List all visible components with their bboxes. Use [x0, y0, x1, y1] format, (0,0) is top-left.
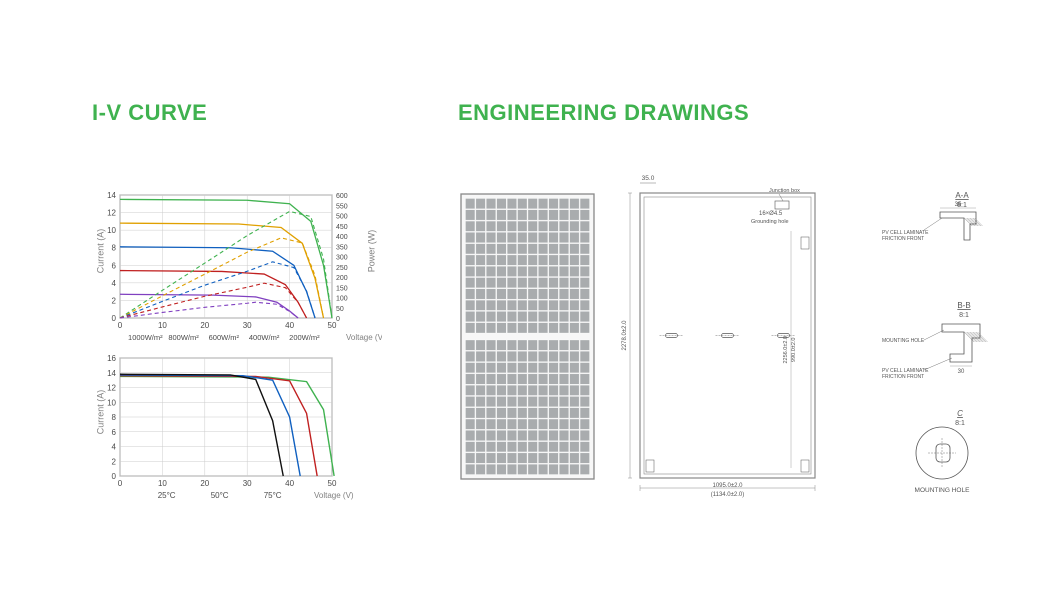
svg-text:40: 40	[285, 479, 294, 488]
svg-text:200: 200	[336, 275, 348, 282]
svg-text:16: 16	[107, 354, 116, 363]
svg-text:(1134.0±2.0): (1134.0±2.0)	[711, 492, 745, 498]
svg-text:0: 0	[336, 316, 340, 323]
svg-text:2: 2	[112, 457, 117, 466]
svg-text:450: 450	[336, 224, 348, 231]
panel-back-view: 35.0 Junction box 16×Ø4.5 Grounding hole 227…	[618, 171, 821, 506]
svg-text:MOUNTING HOLE: MOUNTING HOLE	[882, 338, 925, 344]
svg-text:990.0±2.0: 990.0±2.0	[791, 338, 797, 362]
svg-text:150: 150	[336, 285, 348, 292]
svg-text:0: 0	[112, 314, 117, 323]
svg-text:10: 10	[107, 226, 116, 235]
chart1-ylabel-left: Current (A)	[95, 229, 105, 274]
svg-text:2256.0±2.0: 2256.0±2.0	[783, 336, 789, 364]
svg-text:1095.0±2.0: 1095.0±2.0	[713, 483, 744, 489]
svg-text:14: 14	[107, 369, 116, 378]
iv-curve-title: I-V CURVE	[92, 100, 207, 126]
svg-text:Junction box: Junction box	[769, 188, 800, 194]
panel-front-view	[460, 193, 597, 482]
svg-text:2: 2	[112, 296, 117, 305]
svg-text:8: 8	[112, 413, 117, 422]
iv-curve-chart-2: 0 10 20 30 40 50 0 2 4 6 8 10 12 14 16 25°C 50°C 75°C Volt…	[90, 328, 382, 516]
svg-text:Grounding hole: Grounding hole	[751, 219, 789, 225]
svg-text:350: 350	[336, 244, 348, 251]
svg-text:300: 300	[336, 255, 348, 262]
svg-text:6: 6	[112, 428, 117, 437]
chart2-ylabel-left: Current (A)	[95, 390, 105, 435]
svg-text:Voltage (V): Voltage (V)	[314, 491, 354, 500]
chart1-ylabel-right: Power (W)	[366, 230, 376, 273]
svg-text:250: 250	[336, 265, 348, 272]
svg-text:12: 12	[107, 209, 116, 218]
svg-text:75°C: 75°C	[264, 491, 282, 500]
svg-text:C: C	[957, 409, 963, 418]
svg-text:FRICTION FRONT: FRICTION FRONT	[882, 236, 924, 242]
svg-text:8:1: 8:1	[955, 420, 965, 427]
svg-text:50: 50	[336, 306, 344, 313]
svg-text:30: 30	[243, 479, 252, 488]
svg-text:500: 500	[336, 214, 348, 221]
svg-text:600: 600	[336, 193, 348, 200]
svg-text:550: 550	[336, 203, 348, 210]
svg-text:35: 35	[955, 202, 962, 208]
svg-text:6: 6	[112, 261, 117, 270]
svg-text:50°C: 50°C	[211, 491, 229, 500]
page-root: I-V CURVE ENGINEERING DRAWINGS 010203040…	[0, 0, 1060, 605]
svg-text:30: 30	[958, 369, 965, 375]
detail-mounting-hole: C 8:1 MOUNTING HOLE	[902, 408, 992, 498]
svg-text:0: 0	[112, 472, 117, 481]
svg-text:16×Ø4.5: 16×Ø4.5	[759, 211, 783, 217]
svg-text:B-B: B-B	[957, 301, 970, 310]
svg-text:35.0: 35.0	[642, 175, 655, 182]
svg-text:25°C: 25°C	[158, 491, 176, 500]
svg-text:20: 20	[200, 479, 209, 488]
svg-text:0: 0	[118, 479, 123, 488]
svg-text:12: 12	[107, 384, 116, 393]
svg-text:10: 10	[107, 398, 116, 407]
svg-text:8:1: 8:1	[959, 312, 969, 319]
svg-text:FRICTION FRONT: FRICTION FRONT	[882, 374, 924, 380]
svg-text:A-A: A-A	[955, 191, 969, 200]
eng-draw-title: ENGINEERING DRAWINGS	[458, 100, 749, 126]
svg-text:8: 8	[112, 244, 117, 253]
svg-text:2278.0±2.0: 2278.0±2.0	[622, 320, 628, 351]
detail-section-aa: A-A8:135PV CELL LAMINATEFRICTION FRONT	[880, 188, 990, 263]
svg-text:10: 10	[158, 479, 167, 488]
svg-text:100: 100	[336, 296, 348, 303]
svg-text:400: 400	[336, 234, 348, 241]
svg-text:MOUNTING HOLE: MOUNTING HOLE	[915, 487, 971, 494]
detail-section-bb: B-B8:130MOUNTING HOLEPV CELL LAMINATEFRI…	[878, 298, 993, 398]
svg-text:14: 14	[107, 191, 116, 200]
svg-text:50: 50	[328, 479, 337, 488]
svg-text:4: 4	[112, 443, 117, 452]
svg-text:4: 4	[112, 279, 117, 288]
